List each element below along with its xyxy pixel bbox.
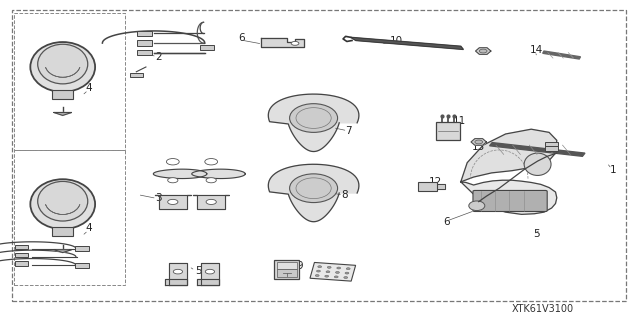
Text: 4: 4 (85, 83, 92, 93)
Text: 10: 10 (390, 36, 403, 46)
Bar (75, 246, 89, 251)
Text: 5: 5 (533, 228, 540, 239)
Circle shape (337, 267, 340, 269)
Circle shape (475, 140, 483, 144)
Bar (52, 227, 74, 236)
Circle shape (344, 277, 348, 278)
Bar (14, 13, 125, 150)
Polygon shape (490, 143, 585, 156)
Circle shape (205, 269, 214, 274)
Text: 1: 1 (610, 165, 616, 175)
Text: 7: 7 (346, 126, 352, 136)
Circle shape (345, 272, 349, 274)
Text: 2: 2 (156, 52, 162, 63)
Polygon shape (54, 113, 72, 115)
Text: 14: 14 (530, 45, 543, 56)
Bar (310, 263, 356, 281)
Polygon shape (461, 129, 557, 182)
FancyBboxPatch shape (473, 190, 547, 211)
Ellipse shape (30, 179, 95, 229)
Text: 6: 6 (239, 33, 245, 43)
Bar (274, 260, 300, 279)
Bar (545, 146, 558, 151)
Polygon shape (461, 180, 557, 214)
Text: 8: 8 (341, 189, 348, 200)
Text: 9: 9 (296, 261, 303, 271)
Text: 3: 3 (156, 193, 162, 203)
Polygon shape (261, 38, 304, 47)
Circle shape (317, 270, 321, 272)
Circle shape (326, 271, 330, 273)
Polygon shape (201, 263, 219, 285)
Polygon shape (193, 195, 229, 209)
Ellipse shape (38, 182, 88, 221)
Bar (436, 122, 460, 140)
Bar (418, 182, 437, 191)
Circle shape (316, 275, 319, 277)
Polygon shape (54, 250, 72, 253)
Ellipse shape (290, 104, 338, 132)
Bar (14, 150, 125, 285)
Circle shape (168, 199, 178, 204)
Circle shape (335, 271, 339, 273)
Polygon shape (154, 169, 207, 179)
Bar (52, 90, 74, 99)
Ellipse shape (468, 201, 485, 211)
Bar (130, 73, 143, 77)
Polygon shape (169, 263, 187, 285)
Bar (15, 253, 28, 257)
Text: 5: 5 (195, 266, 202, 276)
Polygon shape (164, 279, 187, 285)
Ellipse shape (38, 44, 88, 84)
Polygon shape (476, 48, 491, 54)
Circle shape (206, 199, 216, 204)
Bar (276, 262, 297, 269)
Polygon shape (196, 279, 219, 285)
Polygon shape (268, 94, 359, 152)
Ellipse shape (290, 174, 338, 203)
Bar (138, 50, 152, 55)
Circle shape (205, 159, 218, 165)
Text: 6: 6 (444, 217, 450, 227)
Text: 11: 11 (453, 116, 466, 126)
Ellipse shape (30, 42, 95, 92)
Polygon shape (268, 164, 359, 222)
Text: 4: 4 (85, 223, 92, 233)
Bar (15, 245, 28, 249)
Polygon shape (437, 184, 445, 189)
Bar (545, 142, 558, 146)
Circle shape (334, 276, 338, 278)
Circle shape (324, 275, 328, 277)
Circle shape (318, 266, 322, 268)
Polygon shape (351, 37, 463, 49)
Circle shape (206, 178, 216, 183)
Ellipse shape (524, 153, 551, 175)
Polygon shape (192, 169, 245, 179)
Bar (15, 261, 28, 266)
Circle shape (327, 266, 331, 268)
Circle shape (346, 268, 350, 270)
Bar (75, 263, 89, 268)
Polygon shape (155, 195, 191, 209)
Bar (138, 31, 152, 36)
Bar (138, 41, 152, 46)
Text: 12: 12 (429, 177, 442, 187)
Text: 13: 13 (472, 142, 485, 152)
Circle shape (173, 269, 182, 274)
Polygon shape (471, 139, 486, 145)
Circle shape (166, 159, 179, 165)
Circle shape (168, 178, 178, 183)
Polygon shape (543, 51, 580, 59)
Bar (200, 45, 214, 50)
Bar (276, 269, 297, 277)
Text: XTK61V3100: XTK61V3100 (511, 304, 574, 314)
Circle shape (479, 49, 487, 53)
Circle shape (291, 41, 299, 45)
